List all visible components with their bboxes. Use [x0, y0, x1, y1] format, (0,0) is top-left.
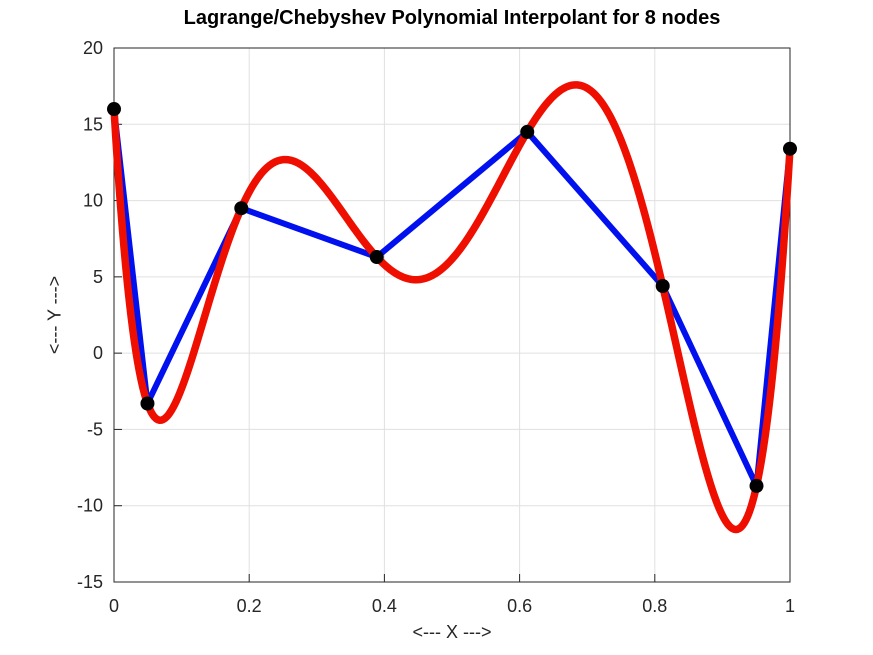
- y-tick-label: -5: [87, 419, 103, 439]
- x-tick-label: 0.8: [642, 596, 667, 616]
- node-marker: [369, 250, 384, 265]
- chart-title: Lagrange/Chebyshev Polynomial Interpolan…: [183, 7, 721, 29]
- axes-box: [113, 47, 791, 583]
- node-marker: [749, 478, 764, 493]
- x-tick-label: 0.4: [372, 596, 397, 616]
- y-tick-label: -15: [77, 572, 103, 592]
- node-marker: [140, 396, 155, 411]
- tick-marks: [113, 47, 791, 583]
- y-axis-label: <--- Y --->: [44, 275, 65, 355]
- x-tick-label: 1: [785, 596, 795, 616]
- y-tick-label: -10: [77, 496, 103, 516]
- plot-background: [114, 48, 790, 582]
- lagrange-chebyshev-interpolant: [110, 81, 794, 534]
- y-tick-label: 0: [93, 343, 103, 363]
- x-axis-label: <--- X --->: [412, 622, 492, 642]
- piecewise-linear-through-nodes: [111, 106, 793, 489]
- node-marker: [655, 279, 670, 294]
- y-tick-labels: -15 -10 -5 0 5 10 15 20: [77, 38, 103, 592]
- x-tick-label: 0: [109, 596, 119, 616]
- y-tick-label: 10: [83, 191, 103, 211]
- node-marker: [234, 201, 249, 216]
- x-tick-label: 0.6: [507, 596, 532, 616]
- node-marker: [107, 102, 121, 117]
- y-tick-label: 20: [83, 38, 103, 58]
- node-marker: [520, 124, 535, 139]
- y-tick-label: 5: [93, 267, 103, 287]
- node-marker: [783, 141, 797, 156]
- x-tick-labels: 0 0.2 0.4 0.6 0.8 1: [109, 596, 795, 616]
- x-tick-label: 0.2: [237, 596, 262, 616]
- node-markers: [107, 102, 797, 493]
- y-tick-label: 15: [83, 114, 103, 134]
